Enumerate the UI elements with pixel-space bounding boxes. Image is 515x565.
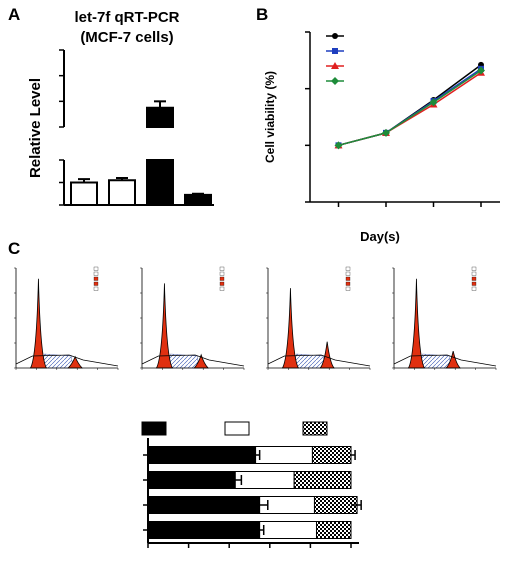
panel-label-a: A: [8, 5, 20, 24]
bar-segment-G2: [293, 471, 352, 489]
histogram-panel: [14, 266, 119, 370]
legend-swatch: [141, 421, 167, 436]
s-phase-area: [167, 353, 200, 369]
histogram-panel: [266, 266, 371, 370]
data-point: [331, 62, 339, 69]
bar: [184, 193, 212, 206]
hist-legend-swatch: [219, 286, 225, 291]
hist-legend-swatch: [93, 276, 99, 281]
s-phase-area: [41, 353, 74, 369]
data-point: [477, 66, 485, 75]
bar: [108, 179, 136, 206]
data-point: [334, 141, 343, 150]
stacked-bar-chart-cell-cycle: [141, 421, 362, 548]
data-point: [332, 48, 338, 54]
hist-legend-swatch: [219, 281, 225, 286]
g1-peak: [407, 278, 426, 369]
hist-legend-swatch: [93, 266, 99, 271]
histogram-panel: [140, 266, 245, 370]
envelope-line: [15, 354, 119, 367]
panel-label-b: B: [256, 5, 268, 24]
g2-peak: [445, 350, 462, 369]
line-chart-ylabel: Cell viability (%): [263, 71, 277, 163]
bar-segment-S: [234, 471, 295, 489]
hist-legend-swatch: [471, 276, 477, 281]
bar-segment-G1: [147, 496, 261, 514]
bar-segment-G2: [315, 521, 352, 539]
envelope-line: [393, 354, 497, 367]
legend-swatch: [302, 421, 328, 436]
panel-label-c: C: [8, 239, 20, 258]
g1-peak: [29, 278, 48, 369]
hist-legend-swatch: [219, 271, 225, 276]
g2-peak: [67, 355, 84, 369]
hist-legend-swatch: [471, 271, 477, 276]
hist-legend-swatch: [93, 281, 99, 286]
g1-peak: [281, 288, 300, 369]
bar-segment-G1: [147, 521, 261, 539]
hist-legend-swatch: [345, 271, 351, 276]
bar-chart-qrtpcr: let-7f qRT-PCR (MCF-7 cells) Relative Le…: [27, 9, 214, 206]
data-point: [382, 128, 390, 137]
envelope-line: [267, 354, 371, 367]
bar-segment-S: [259, 521, 317, 539]
bar-chart-ylabel: Relative Level: [27, 78, 44, 178]
data-point: [331, 77, 339, 85]
hist-legend-swatch: [345, 266, 351, 271]
hist-legend-swatch: [345, 286, 351, 291]
histogram-panel: [392, 266, 497, 370]
g1-peak: [155, 283, 174, 369]
flow-histograms: [14, 266, 497, 370]
g2-peak: [319, 341, 336, 369]
bar-chart-title: let-7f qRT-PCR: [75, 9, 180, 26]
s-phase-area: [419, 353, 452, 369]
envelope-line: [141, 354, 245, 367]
bar: [146, 106, 174, 128]
legend-swatch: [224, 421, 250, 436]
hist-legend-swatch: [471, 266, 477, 271]
hist-legend-swatch: [471, 286, 477, 291]
series-line-0: [338, 64, 482, 147]
data-point: [429, 98, 438, 107]
bar-segment-G1: [147, 446, 257, 464]
series-line-3: [338, 69, 482, 147]
bar-chart-subtitle: (MCF-7 cells): [80, 29, 173, 46]
hist-legend-swatch: [93, 271, 99, 276]
bar-segment-G1: [147, 471, 236, 489]
hist-legend-swatch: [219, 276, 225, 281]
hist-legend-swatch: [345, 281, 351, 286]
bar-segment-G2: [311, 446, 352, 464]
bar-segment-G2: [313, 496, 358, 514]
hist-legend-swatch: [219, 266, 225, 271]
hist-legend-swatch: [345, 276, 351, 281]
line-chart-viability: Day(s) Cell viability (%): [263, 31, 500, 244]
g2-peak: [193, 353, 210, 369]
hist-legend-swatch: [471, 281, 477, 286]
bar: [70, 181, 98, 206]
bar: [146, 159, 174, 206]
line-chart-xlabel: Day(s): [360, 229, 400, 244]
s-phase-area: [293, 353, 326, 369]
hist-legend-swatch: [93, 286, 99, 291]
data-point: [332, 33, 338, 39]
bar-segment-S: [255, 446, 313, 464]
